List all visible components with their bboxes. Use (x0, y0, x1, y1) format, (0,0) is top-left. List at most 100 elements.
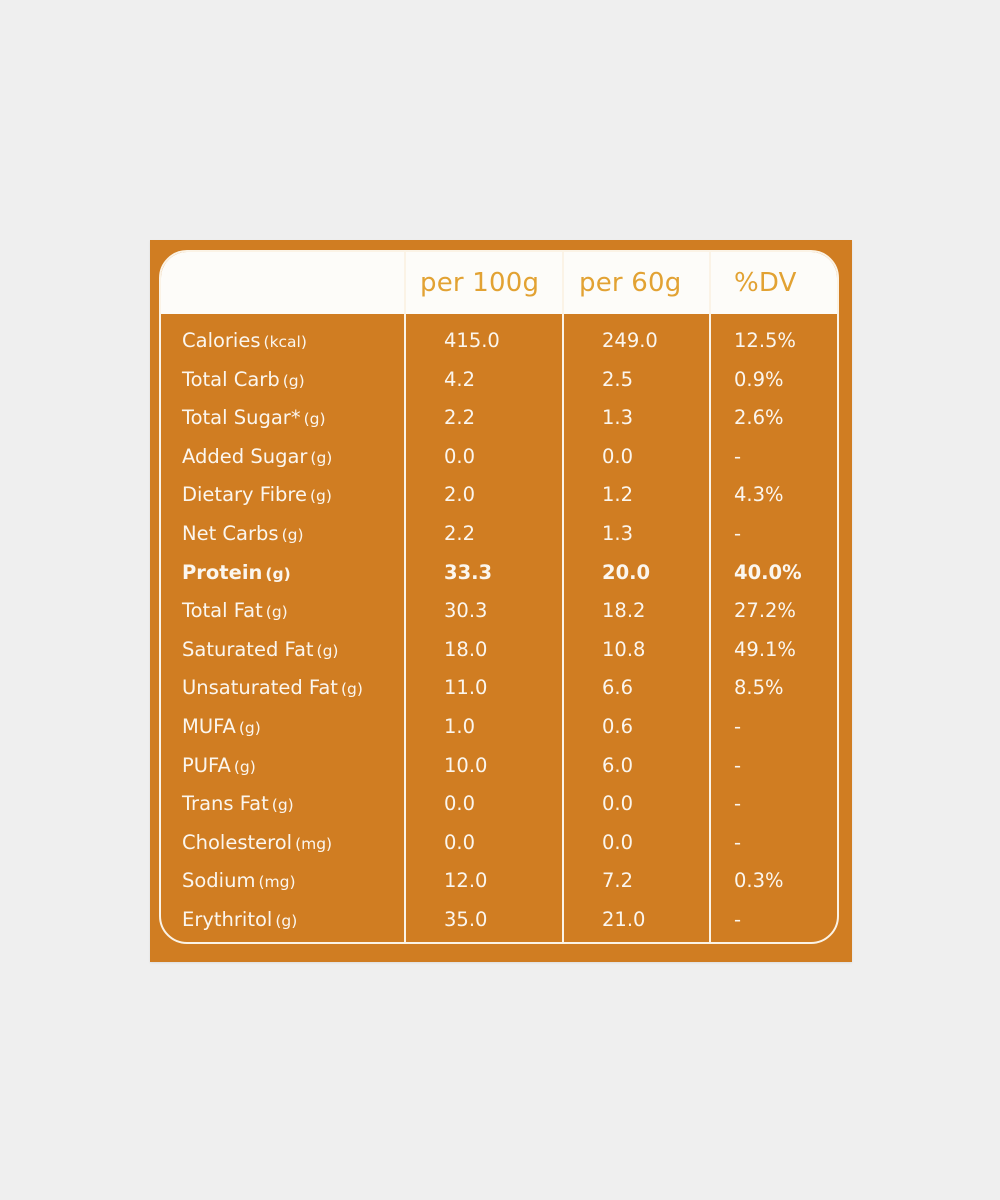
nutrient-unit: (g) (310, 448, 333, 467)
table-row: Cholesterol (mg) 0.0 0.0 - (161, 825, 837, 864)
table-row: Total Carb (g) 4.2 2.5 0.9% (161, 362, 837, 401)
table-row-highlight: Protein (g) 33.3 20.0 40.0% (161, 555, 837, 594)
nutrient-label: Dietary Fibre (g) (182, 477, 332, 514)
nutrient-label: Erythritol (g) (182, 902, 297, 939)
table-row: Net Carbs (g) 2.2 1.3 - (161, 516, 837, 555)
nutrient-unit: (g) (265, 564, 291, 583)
table-row: Dietary Fibre (g) 2.0 1.2 4.3% (161, 477, 837, 516)
nutrient-name: Total Fat (182, 599, 263, 623)
value-per-100g: 10.0 (444, 753, 488, 777)
table-row: MUFA (g) 1.0 0.6 - (161, 709, 837, 748)
nutrient-label: Total Fat (g) (182, 593, 288, 630)
nutrient-unit: (g) (265, 603, 288, 622)
nutrient-unit: (g) (233, 757, 256, 776)
nutrient-unit: (g) (340, 680, 363, 699)
nutrient-rows: Calories (kcal) 415.0 249.0 12.5% Total C… (161, 323, 837, 941)
value-dv: 0.9% (734, 367, 784, 391)
nutrient-label: Unsaturated Fat (g) (182, 670, 363, 707)
nutrient-label: Total Carb (g) (182, 362, 305, 399)
value-per-100g: 0.0 (444, 444, 476, 468)
nutrient-label: PUFA (g) (182, 748, 256, 785)
nutrient-unit: (g) (282, 371, 305, 390)
value-dv: 2.6% (734, 406, 784, 430)
value-dv: 27.2% (734, 599, 796, 623)
table-row: Trans Fat (g) 0.0 0.0 - (161, 786, 837, 825)
value-per-100g: 30.3 (444, 599, 488, 623)
value-per-60g: 249.0 (602, 329, 658, 352)
value-dv: - (734, 753, 742, 777)
table-row: Total Fat (g) 30.3 18.2 27.2% (161, 593, 837, 632)
nutrient-name: Calories (182, 329, 261, 352)
value-per-60g: 7.2 (602, 869, 634, 893)
nutrient-name: Total Sugar* (182, 406, 301, 430)
table-header-band (161, 252, 837, 314)
value-dv: - (734, 714, 742, 738)
header-per-100g: per 100g (420, 268, 540, 298)
nutrient-label: Saturated Fat (g) (182, 632, 338, 669)
value-per-60g: 0.0 (602, 792, 634, 816)
nutrient-unit: (g) (309, 487, 332, 506)
value-per-60g: 1.3 (602, 521, 634, 545)
value-per-100g: 12.0 (444, 869, 488, 893)
table-row: Total Sugar* (g) 2.2 1.3 2.6% (161, 400, 837, 439)
nutrient-name: Unsaturated Fat (182, 676, 338, 700)
nutrient-name: Trans Fat (182, 792, 269, 816)
value-dv: - (734, 830, 742, 854)
nutrient-name: PUFA (182, 753, 231, 777)
value-dv: 40.0% (734, 560, 802, 584)
column-divider (562, 252, 564, 942)
value-per-100g: 35.0 (444, 907, 488, 931)
nutrient-name: Sodium (182, 869, 256, 893)
nutrient-unit: (g) (316, 641, 339, 660)
value-per-100g: 0.0 (444, 792, 476, 816)
nutrient-unit: (kcal) (263, 333, 307, 351)
nutrient-label: Trans Fat (g) (182, 786, 294, 823)
value-per-60g: 21.0 (602, 907, 646, 931)
value-per-60g: 20.0 (602, 560, 651, 584)
value-dv: 4.3% (734, 483, 784, 507)
column-divider (404, 252, 406, 942)
nutrient-unit: (g) (271, 796, 294, 815)
nutrient-label: Cholesterol (mg) (182, 825, 332, 862)
nutrient-name: Saturated Fat (182, 637, 314, 661)
value-per-60g: 6.0 (602, 753, 634, 777)
nutrient-name: Net Carbs (182, 521, 279, 545)
value-dv: 49.1% (734, 637, 796, 661)
nutrient-unit: (mg) (295, 834, 333, 853)
value-per-60g: 1.3 (602, 406, 634, 430)
table-row: Unsaturated Fat (g) 11.0 6.6 8.5% (161, 670, 837, 709)
table-row: Calories (kcal) 415.0 249.0 12.5% (161, 323, 837, 362)
nutrient-name: Dietary Fibre (182, 483, 307, 507)
value-per-60g: 0.6 (602, 714, 634, 738)
value-per-100g: 11.0 (444, 676, 488, 700)
value-dv: - (734, 907, 742, 931)
nutrient-unit: (g) (303, 410, 326, 429)
value-per-100g: 4.2 (444, 367, 476, 391)
value-per-100g: 2.2 (444, 521, 476, 545)
value-per-60g: 1.2 (602, 483, 634, 507)
value-per-60g: 0.0 (602, 830, 634, 854)
nutrient-name: Total Carb (182, 367, 280, 391)
value-dv: 12.5% (734, 329, 796, 352)
value-per-100g: 2.0 (444, 483, 476, 507)
value-per-100g: 415.0 (444, 329, 500, 352)
value-per-60g: 2.5 (602, 367, 634, 391)
nutrient-name: Cholesterol (182, 830, 293, 854)
value-per-100g: 18.0 (444, 637, 488, 661)
value-per-60g: 6.6 (602, 676, 634, 700)
table-row: Added Sugar (g) 0.0 0.0 - (161, 439, 837, 478)
nutrition-label-card: per 100g per 60g %DV Calories (kcal) 415.… (150, 240, 852, 962)
header-per-60g: per 60g (579, 268, 682, 298)
table-row: Erythritol (g) 35.0 21.0 - (161, 902, 837, 941)
nutrient-label: Added Sugar (g) (182, 439, 332, 476)
nutrient-unit: (g) (281, 525, 304, 544)
table-row: Sodium (mg) 12.0 7.2 0.3% (161, 863, 837, 902)
nutrient-name: Erythritol (182, 907, 273, 931)
nutrient-label: Net Carbs (g) (182, 516, 304, 553)
nutrient-label: MUFA (g) (182, 709, 261, 746)
value-dv: 0.3% (734, 869, 784, 893)
value-dv: - (734, 521, 742, 545)
nutrition-table: per 100g per 60g %DV Calories (kcal) 415.… (159, 250, 839, 944)
value-dv: 8.5% (734, 676, 784, 700)
value-per-100g: 1.0 (444, 714, 476, 738)
